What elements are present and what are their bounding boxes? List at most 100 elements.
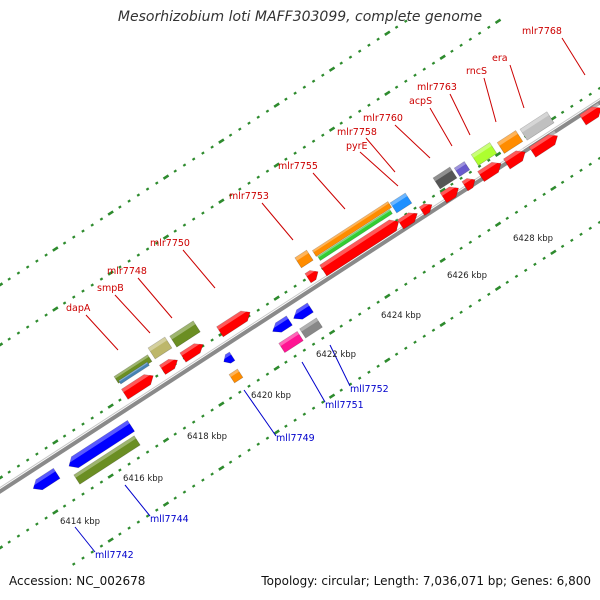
tick-dot	[514, 210, 519, 214]
tick-dot	[16, 271, 21, 275]
tick-dot	[542, 192, 546, 196]
tick-dot	[145, 514, 150, 518]
tick-dot	[118, 398, 122, 402]
leader-line	[483, 77, 497, 123]
tick-dot	[413, 206, 417, 210]
gene-label-acpS[interactable]: acpS	[409, 96, 432, 107]
tick-dot	[118, 532, 122, 536]
gene-feature-body	[73, 435, 141, 485]
tick-dot	[468, 304, 473, 308]
tick-dot	[72, 295, 76, 299]
leader-line	[365, 137, 396, 173]
leader-line	[359, 151, 399, 187]
tick-dot	[127, 259, 131, 263]
gene-feature-body	[223, 351, 236, 364]
tick-dot	[0, 282, 4, 287]
tick-dot	[90, 486, 95, 490]
gene-feature	[221, 351, 236, 364]
tick-dot	[99, 217, 104, 221]
tick-dot	[72, 562, 76, 566]
gene-label-mlr7768[interactable]: mlr7768	[522, 26, 562, 37]
tick-dot	[367, 103, 371, 107]
gene-label-mlr7758[interactable]: mlr7758	[337, 127, 377, 138]
gene-feature-shine	[454, 161, 466, 171]
tick-dot	[201, 151, 205, 155]
gene-label-mlr7760[interactable]: mlr7760	[363, 113, 403, 124]
gene-feature-shine	[529, 130, 557, 151]
tick-dot	[256, 378, 261, 382]
gene-label-mll7742[interactable]: mll7742	[95, 550, 134, 561]
tick-dot	[81, 422, 85, 426]
gene-feature-body	[432, 166, 458, 190]
gene-feature-shine	[397, 208, 417, 223]
gene-label-pyrE[interactable]: pyrE	[346, 141, 368, 152]
gene-feature-body	[319, 219, 400, 277]
gene-feature	[73, 435, 141, 485]
gene-feature-body	[477, 161, 502, 182]
gene-label-mlr7755[interactable]: mlr7755	[278, 161, 318, 172]
tick-dot	[579, 98, 583, 103]
gene-feature-shine	[73, 435, 136, 478]
gene-label-smpB[interactable]: smpB	[97, 283, 124, 294]
tick-dot	[339, 61, 344, 65]
tick-dot	[99, 544, 104, 548]
gene-label-mlr7750[interactable]: mlr7750	[150, 238, 190, 249]
tick-dot	[487, 25, 491, 29]
tick-dot	[404, 19, 408, 23]
gene-label-dapA[interactable]: dapA	[66, 303, 91, 314]
gene-feature-body	[68, 419, 135, 469]
tick-dot	[191, 420, 196, 424]
gene-feature	[294, 249, 314, 269]
genome-summary-text: Topology: circular; Length: 7,036,071 bp…	[261, 574, 591, 588]
gene-feature-body	[418, 203, 433, 216]
gene-feature	[113, 354, 153, 384]
gene-label-mlr7748[interactable]: mlr7748	[107, 266, 147, 277]
gene-label-mll7751[interactable]: mll7751	[325, 400, 364, 411]
tick-dot	[238, 187, 242, 191]
gene-feature-body	[121, 374, 154, 400]
gene-feature-body	[179, 343, 204, 363]
tick-dot	[218, 401, 225, 407]
tick-dot	[218, 138, 225, 144]
tick-dot	[256, 115, 261, 119]
gene-feature-body	[216, 310, 251, 338]
gene-feature-body	[439, 186, 459, 204]
gene-feature-shine	[579, 102, 600, 118]
tick-dot	[25, 325, 30, 329]
tick-dot	[284, 360, 288, 364]
gene-label-mlr7753[interactable]: mlr7753	[229, 191, 269, 202]
gene-label-mll7744[interactable]: mll7744	[150, 514, 189, 525]
tick-dot	[394, 288, 399, 292]
tick-dot	[238, 454, 242, 458]
gene-feature	[389, 192, 413, 214]
gene-feature-body	[278, 330, 304, 354]
gene-feature-body	[304, 270, 319, 284]
tick-dot	[293, 91, 297, 95]
tick-dot	[459, 246, 463, 250]
gene-feature-shine	[121, 370, 152, 393]
tick-dot	[273, 429, 280, 435]
tick-dot	[72, 498, 76, 502]
gene-label-mlr7763[interactable]: mlr7763	[417, 82, 457, 93]
tick-dot	[339, 324, 344, 328]
tick-dot	[376, 37, 380, 41]
gene-feature-shine	[114, 354, 149, 379]
gene-label-mll7752[interactable]: mll7752	[350, 384, 389, 395]
tick-dot	[265, 372, 270, 376]
tick-dot	[35, 452, 39, 456]
tick-dot	[439, 54, 446, 60]
tick-dot	[127, 199, 131, 203]
tick-dot	[468, 240, 473, 244]
gene-label-era[interactable]: era	[492, 53, 508, 64]
gene-label-mll7749[interactable]: mll7749	[276, 433, 315, 444]
tick-dot	[52, 306, 59, 312]
gene-label-rncS[interactable]: rncS	[466, 66, 487, 77]
gene-feature-body	[113, 354, 153, 384]
tick-dot	[384, 293, 391, 299]
scale-tick-6414: 6414 kbp	[60, 517, 100, 527]
tick-dot	[35, 522, 39, 526]
scale-tick-6416: 6416 kbp	[123, 474, 163, 484]
tick-dot	[118, 468, 122, 472]
gene-feature-shine	[390, 193, 408, 206]
tick-dot	[155, 181, 159, 185]
